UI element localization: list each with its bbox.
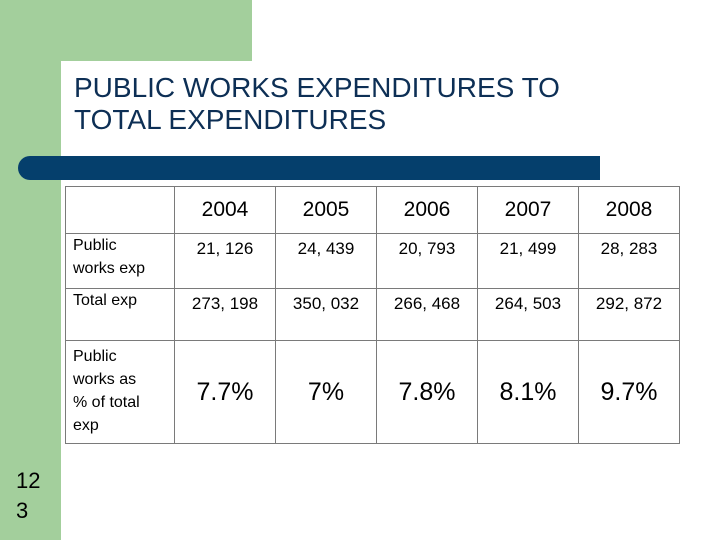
- content-corner: [61, 61, 121, 121]
- slide-title: PUBLIC WORKS EXPENDITURES TO TOTAL EXPEN…: [74, 72, 694, 136]
- table-cell: 9.7%: [578, 340, 680, 444]
- row-label-public-works-percent: Public works as % of total exp: [65, 340, 175, 444]
- table-row: Total exp 273, 198 350, 032 266, 468 264…: [65, 288, 680, 341]
- row-label-line: Total exp: [73, 292, 138, 309]
- table-cell: 7.8%: [376, 340, 478, 444]
- slide-title-line-1: PUBLIC WORKS EXPENDITURES TO: [74, 72, 560, 103]
- table-row: Public works as % of total exp 7.7% 7% 7…: [65, 340, 680, 444]
- table-cell: 24, 439: [275, 233, 377, 289]
- row-label-line: % of total: [73, 394, 140, 411]
- green-top-band: [0, 0, 252, 61]
- header-cell-2008: 2008: [578, 186, 680, 234]
- row-label-line: works as: [73, 371, 137, 388]
- row-label-line: Public: [73, 237, 117, 254]
- table-header-row: 2004 2005 2006 2007 2008: [65, 186, 680, 234]
- table-cell: 21, 126: [174, 233, 276, 289]
- slide-title-line-2: TOTAL EXPENDITURES: [74, 104, 387, 135]
- table-cell: 264, 503: [477, 288, 579, 341]
- slide-number: 12 3: [16, 466, 56, 526]
- header-cell-2005: 2005: [275, 186, 377, 234]
- table-cell: 21, 499: [477, 233, 579, 289]
- row-label-public-works-exp: Public works exp: [65, 233, 175, 289]
- table-cell: 7.7%: [174, 340, 276, 444]
- table-cell: 20, 793: [376, 233, 478, 289]
- green-sidebar-band: [0, 0, 61, 540]
- table-cell: 350, 032: [275, 288, 377, 341]
- header-cell-2004: 2004: [174, 186, 276, 234]
- row-label-line: Public: [73, 348, 117, 365]
- slide-number-line-1: 12: [16, 468, 41, 493]
- header-cell-2006: 2006: [376, 186, 478, 234]
- slide-number-line-2: 3: [16, 498, 29, 523]
- row-label-line: works exp: [73, 260, 146, 277]
- table-cell: 8.1%: [477, 340, 579, 444]
- table-cell: 28, 283: [578, 233, 680, 289]
- table-cell: 7%: [275, 340, 377, 444]
- table-cell: 292, 872: [578, 288, 680, 341]
- table-cell: 273, 198: [174, 288, 276, 341]
- header-cell-empty: [65, 186, 175, 234]
- table-cell: 266, 468: [376, 288, 478, 341]
- row-label-total-exp: Total exp: [65, 288, 175, 341]
- title-divider-bar: [18, 156, 600, 180]
- row-label-line: exp: [73, 417, 99, 434]
- table-row: Public works exp 21, 126 24, 439 20, 793…: [65, 233, 680, 289]
- header-cell-2007: 2007: [477, 186, 579, 234]
- expenditure-table: 2004 2005 2006 2007 2008 Public works ex…: [65, 186, 680, 444]
